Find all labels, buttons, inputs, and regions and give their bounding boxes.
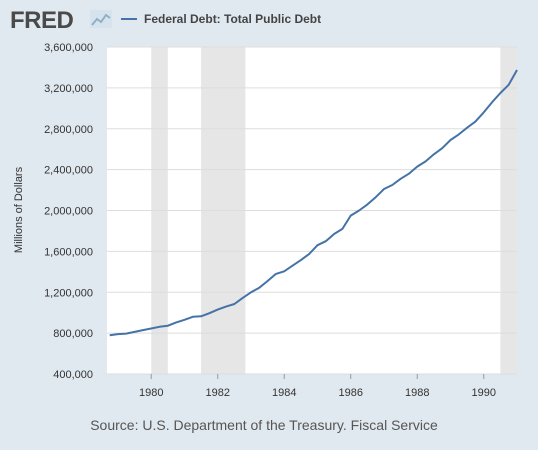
legend-label[interactable]: Federal Debt: Total Public Debt [144,12,321,26]
x-tick-label: 1988 [405,387,429,399]
x-tick-label: 1982 [205,387,229,399]
x-axis-ticks: 1980 1982 1984 1986 1988 1990 [139,374,496,399]
x-tick-label: 1986 [338,387,362,399]
y-tick-label: 2,800,000 [44,124,93,136]
y-tick-label: 1,200,000 [44,287,93,299]
source-note[interactable]: Source: U.S. Department of the Treasury.… [90,417,438,433]
y-tick-label: 2,400,000 [44,165,93,177]
y-axis-ticks: 400,000 800,000 1,200,000 1,600,000 2,000,00… [44,42,93,381]
fred-logo[interactable]: FRED [10,7,74,34]
chart-logo-icon [90,10,112,28]
y-tick-label: 400,000 [53,369,93,381]
y-tick-label: 2,000,000 [44,206,93,218]
x-tick-label: 1984 [272,387,296,399]
x-tick-label: 1980 [139,387,163,399]
y-axis-title: Millions of Dollars [13,166,25,253]
x-tick-label: 1990 [472,387,496,399]
y-tick-label: 800,000 [53,328,93,340]
y-tick-label: 1,600,000 [44,246,93,258]
y-tick-label: 3,600,000 [44,42,93,54]
series-line-federal-debt[interactable] [109,69,518,337]
y-tick-label: 3,200,000 [44,83,93,95]
